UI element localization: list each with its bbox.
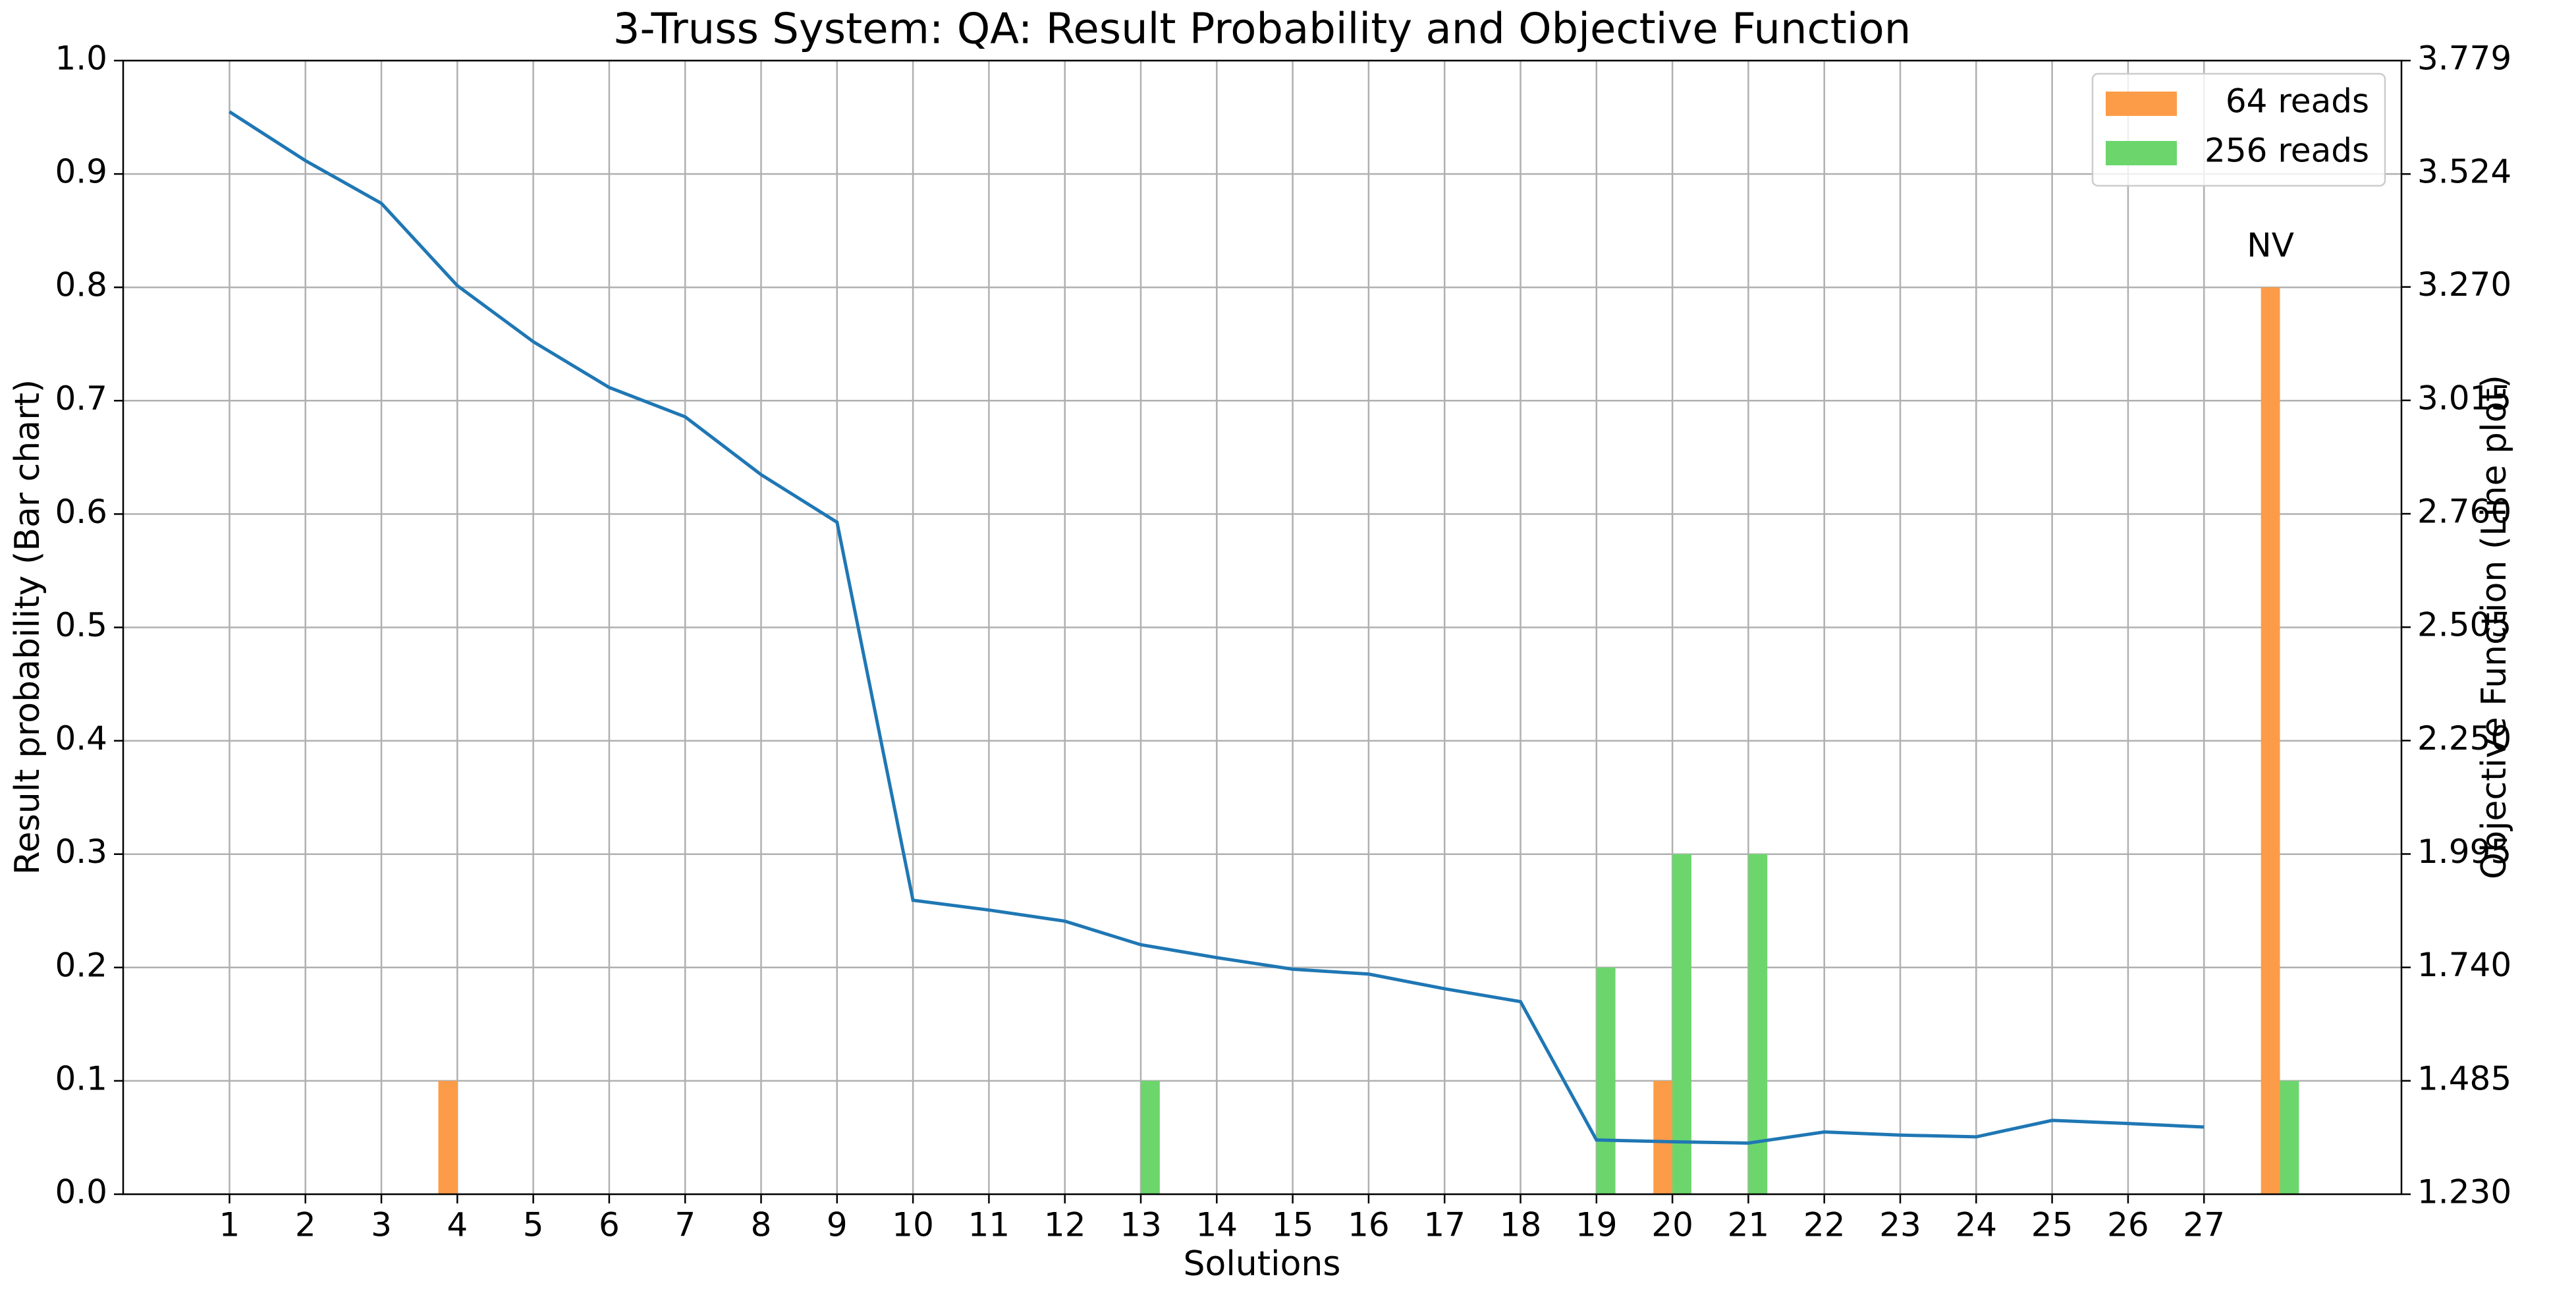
x-tick-label: 25 (2031, 1206, 2073, 1244)
y-tick-label: 0.6 (55, 493, 107, 531)
y2-tick-label: 3.270 (2417, 265, 2511, 304)
x-tick-label: 13 (1120, 1206, 1162, 1244)
x-tick-label: 23 (1879, 1206, 1921, 1244)
plot-frame (122, 59, 2403, 1196)
x-tick-label: 16 (1348, 1206, 1390, 1244)
x-tick-label: 6 (599, 1206, 620, 1244)
x-tick-label: 3 (371, 1206, 392, 1244)
y2-tick-label: 1.230 (2417, 1173, 2511, 1211)
y2-tick-label: 2.250 (2417, 719, 2511, 758)
bar (1141, 1080, 1160, 1194)
legend-swatch (2106, 92, 2177, 116)
y-tick-label: 1.0 (55, 40, 107, 78)
x-tick-label: 1 (219, 1206, 240, 1244)
bar (2261, 287, 2280, 1195)
y2-tick-label: 3.779 (2417, 40, 2511, 78)
y2-tick-label: 3.015 (2417, 379, 2511, 417)
x-tick-label: 5 (523, 1206, 544, 1244)
y-axis-label: Result probability (Bar chart) (8, 379, 47, 875)
x-tick-label: 15 (1272, 1206, 1314, 1244)
x-tick-label: 17 (1423, 1206, 1466, 1244)
x-tick-label: 11 (968, 1206, 1010, 1244)
legend-label: 256 reads (2205, 132, 2369, 170)
y-tick-label: 0.3 (55, 833, 107, 871)
x-tick-label: 20 (1651, 1206, 1693, 1244)
x-tick-label: 2 (295, 1206, 316, 1244)
annotation: NV (2247, 227, 2294, 265)
y-tick-label: 0.5 (55, 606, 107, 644)
chart-title: 3-Truss System: QA: Result Probability a… (613, 5, 1911, 54)
x-tick-label: 14 (1196, 1206, 1238, 1244)
y2-tick-label: 1.740 (2417, 946, 2511, 984)
x-tick-label: 8 (751, 1206, 772, 1244)
x-tick-label: 4 (447, 1206, 468, 1244)
x-tick-label: 21 (1728, 1206, 1770, 1244)
y2-tick-label: 2.505 (2417, 606, 2511, 644)
bar (2280, 1080, 2299, 1194)
y-tick-label: 0.2 (55, 946, 107, 984)
bar (438, 1080, 458, 1194)
x-tick-label: 10 (892, 1206, 934, 1244)
line (229, 110, 2205, 1145)
y-tick-label: 0.7 (55, 379, 107, 418)
y2-tick-label: 1.485 (2417, 1059, 2511, 1097)
legend-swatch (2106, 141, 2177, 165)
x-tick-label: 24 (1956, 1206, 1998, 1244)
y2-tick-label: 3.524 (2417, 153, 2511, 191)
y2-tick-label: 1.995 (2417, 833, 2511, 871)
legend-label: 64 reads (2226, 82, 2369, 121)
bar (1653, 1080, 1673, 1194)
x-tick-label: 27 (2183, 1206, 2225, 1244)
x-tick-label: 26 (2107, 1206, 2149, 1244)
y-tick-label: 0.1 (55, 1059, 107, 1097)
x-tick-label: 22 (1803, 1206, 1846, 1244)
x-tick-label: 19 (1576, 1206, 1618, 1244)
x-tick-label: 18 (1500, 1206, 1542, 1244)
bar (1748, 854, 1768, 1194)
y-tick-label: 0.8 (55, 266, 107, 304)
y2-tick-label: 2.760 (2417, 492, 2511, 530)
x-axis-label: Solutions (1184, 1244, 1341, 1284)
y-tick-label: 0.9 (55, 153, 107, 191)
y-tick-label: 0.4 (55, 719, 107, 758)
y-tick-label: 0.0 (55, 1173, 107, 1211)
x-tick-label: 9 (827, 1206, 848, 1244)
x-tick-label: 12 (1044, 1206, 1086, 1244)
bar (1672, 854, 1691, 1194)
x-tick-label: 7 (674, 1206, 696, 1244)
y2-axis-label: Objective Function (Line plot) (2475, 375, 2514, 879)
bar (1596, 967, 1616, 1194)
